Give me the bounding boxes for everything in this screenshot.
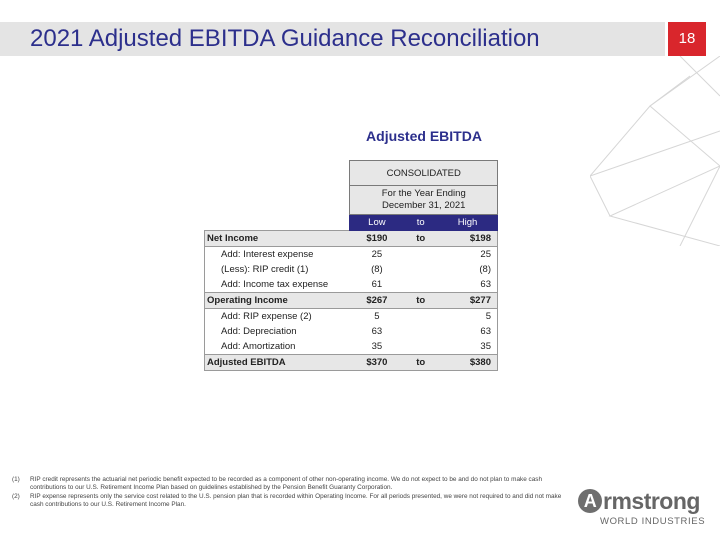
period-line-1: For the Year Ending [381,188,466,199]
footnotes: (1) RIP credit represents the actuarial … [12,476,572,510]
column-header-high: High [437,214,498,231]
table-row: Adjusted EBITDA $370 to $380 [203,354,498,371]
table-heading: Adjusted EBITDA [366,128,482,144]
decorative-line-pattern-icon [590,56,720,246]
footnote-marker: (1) [12,476,20,483]
table-row: Add: Depreciation 63 63 [203,324,498,339]
page-title: 2021 Adjusted EBITDA Guidance Reconcilia… [30,25,540,52]
column-header-to: to [403,214,439,231]
period-header: For the Year Ending December 31, 2021 [349,185,498,215]
footnote-1: (1) RIP credit represents the actuarial … [12,476,572,491]
footnote-text: RIP credit represents the actuarial net … [30,476,543,491]
reconciliation-table: CONSOLIDATED For the Year Ending Decembe… [203,160,498,371]
page-number-badge: 18 [668,22,706,56]
logo-initial-icon: A [578,489,602,513]
table-row: Add: Amortization 35 35 [203,339,498,355]
table-row: Add: Interest expense 25 25 [203,246,498,262]
table-row: (Less): RIP credit (1) (8) (8) [203,262,498,277]
armstrong-logo: A rmstrong WORLD INDUSTRIES [578,488,710,527]
table-row: Add: Income tax expense 61 63 [203,277,498,293]
logo-tagline: WORLD INDUSTRIES [600,516,706,527]
column-header-low: Low [349,214,405,231]
footnote-text: RIP expense represents only the service … [30,493,562,508]
footnote-2: (2) RIP expense represents only the serv… [12,493,572,508]
period-line-2: December 31, 2021 [382,200,466,211]
table-row: Operating Income $267 to $277 [203,292,498,309]
title-bar [0,22,665,56]
footnote-marker: (2) [12,493,20,501]
logo-wordmark: rmstrong [603,488,700,514]
table-row: Add: RIP expense (2) 5 5 [203,308,498,324]
table-row: Net Income $190 to $198 [203,230,498,247]
group-header: CONSOLIDATED [349,160,498,186]
